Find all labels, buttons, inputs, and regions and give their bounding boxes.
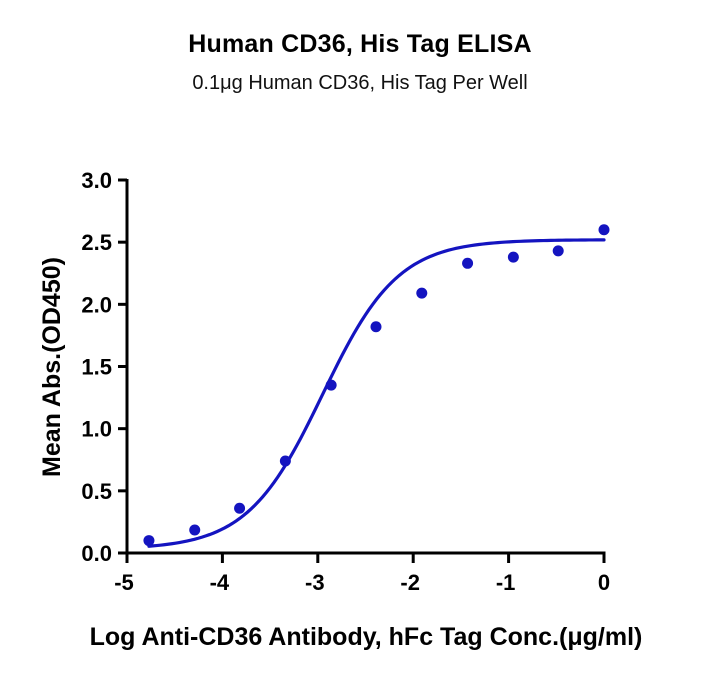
axes: 0.0 0.5 1.0 1.5 2.0 2.5 3.0 -5 -4 -3 -2 -1 0 — [81, 168, 610, 595]
y-tick-label: 2.0 — [81, 292, 112, 317]
x-tick-label: -2 — [400, 570, 420, 595]
chart-title: Human CD36, His Tag ELISA — [188, 30, 532, 58]
y-tick-label: 1.5 — [81, 355, 112, 380]
x-tick-label: 0 — [598, 570, 610, 595]
data-point — [370, 321, 382, 333]
data-point — [598, 224, 610, 236]
x-axis-label: Log Anti-CD36 Antibody, hFc Tag Conc.(μg… — [90, 623, 643, 651]
x-tick-label: -5 — [114, 570, 134, 595]
data-point — [189, 524, 201, 536]
data-point — [552, 245, 564, 257]
y-tick-label: 0.0 — [81, 541, 112, 566]
y-tick-label: 1.0 — [81, 417, 112, 442]
x-tick-label: -4 — [210, 570, 230, 595]
x-tick-label: -3 — [305, 570, 325, 595]
data-point — [234, 502, 246, 514]
data-points — [143, 224, 610, 547]
data-point — [325, 379, 337, 391]
y-tick-label: 3.0 — [81, 168, 112, 193]
data-point — [279, 455, 291, 467]
data-point — [416, 287, 428, 299]
data-point — [507, 251, 519, 263]
x-tick-label: -1 — [496, 570, 516, 595]
data-point — [462, 257, 474, 269]
data-point — [143, 535, 155, 547]
chart-subtitle: 0.1μg Human CD36, His Tag Per Well — [192, 72, 528, 94]
fit-curve — [147, 238, 606, 548]
y-tick-label: 2.5 — [81, 230, 112, 255]
y-axis-label: Mean Abs.(OD450) — [38, 257, 66, 477]
y-tick-label: 0.5 — [81, 479, 112, 504]
